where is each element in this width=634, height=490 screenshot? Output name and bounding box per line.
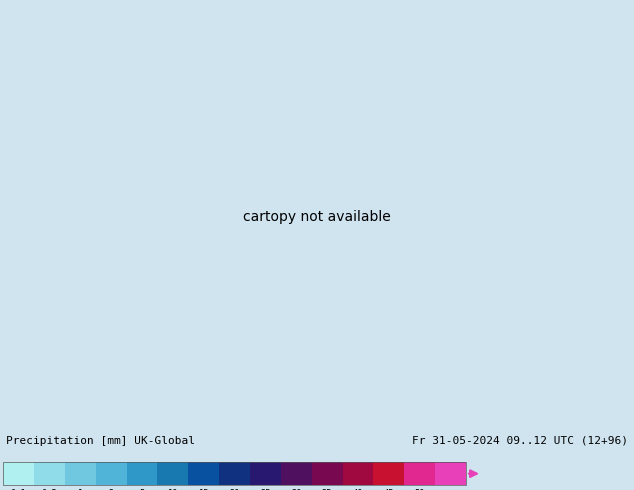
Bar [312,462,342,486]
Bar [3,462,34,486]
Text: 45: 45 [384,489,394,490]
Bar [404,462,435,486]
Text: 2: 2 [108,489,113,490]
Text: Fr 31-05-2024 09..12 UTC (12+96): Fr 31-05-2024 09..12 UTC (12+96) [411,436,628,446]
Text: 40: 40 [353,489,363,490]
Text: cartopy not available: cartopy not available [243,210,391,224]
Bar [281,462,312,486]
Text: 25: 25 [260,489,271,490]
Bar [157,462,188,486]
Text: 0.1: 0.1 [11,489,27,490]
Text: Precipitation [mm] UK-Global: Precipitation [mm] UK-Global [6,436,195,446]
Text: 15: 15 [198,489,209,490]
Bar [373,462,404,486]
Text: 50: 50 [415,489,425,490]
Text: 10: 10 [167,489,178,490]
Bar [65,462,96,486]
Text: 30: 30 [291,489,302,490]
Bar [3,462,466,486]
Bar [127,462,157,486]
Bar [188,462,219,486]
Text: 20: 20 [230,489,240,490]
Text: 5: 5 [139,489,145,490]
Bar [435,462,466,486]
Bar [342,462,373,486]
Text: 1: 1 [78,489,83,490]
Bar [96,462,127,486]
Text: 0.5: 0.5 [42,489,57,490]
Bar [219,462,250,486]
Text: 35: 35 [322,489,332,490]
Bar [34,462,65,486]
Bar [250,462,281,486]
